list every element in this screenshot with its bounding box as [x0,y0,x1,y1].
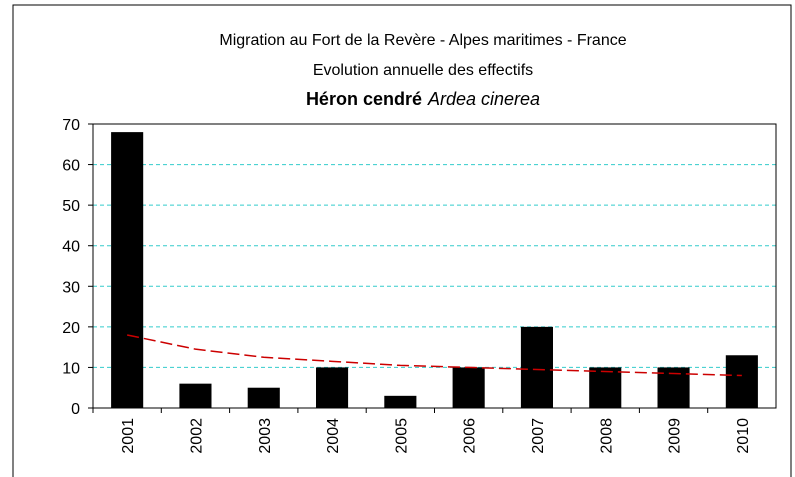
chart-title: Migration au Fort de la Revère - Alpes m… [219,32,626,49]
y-tick-label: 60 [62,158,80,175]
x-tick-label: 2006 [462,418,479,454]
plot-frame [92,123,777,409]
x-tick-label: 2009 [667,418,684,454]
trend-line [126,334,742,377]
x-tick-label: 2007 [530,418,547,454]
y-tick-label: 20 [62,320,80,337]
y-tick-label: 40 [62,239,80,256]
x-tick-label: 2008 [598,418,615,454]
bar [179,383,212,408]
species-title: Héron cendré Ardea cinerea [306,89,540,109]
x-tick-label: 2010 [735,418,752,454]
bar [315,367,349,408]
y-tick-label: 30 [62,279,80,296]
species-latin: Ardea cinerea [427,89,540,109]
bar [589,367,622,408]
chart-border [12,4,792,477]
bar [111,132,144,408]
bar [384,395,417,408]
x-tick-label: 2002 [188,418,205,454]
x-tick-label: 2005 [393,418,410,454]
species-name: Héron cendré [306,89,422,109]
x-tick-label: 2004 [325,418,342,454]
x-tick-label: 2001 [120,418,137,454]
bar [520,326,554,408]
y-tick-label: 50 [62,198,80,215]
y-tick-label: 10 [62,360,80,377]
bar [725,355,758,408]
y-tick-label: 0 [71,401,80,418]
x-tick-label: 2003 [257,418,274,454]
bar [247,387,280,408]
bar [452,367,485,408]
chart-subtitle: Evolution annuelle des effectifs [313,62,533,79]
y-tick-label: 70 [62,117,80,134]
